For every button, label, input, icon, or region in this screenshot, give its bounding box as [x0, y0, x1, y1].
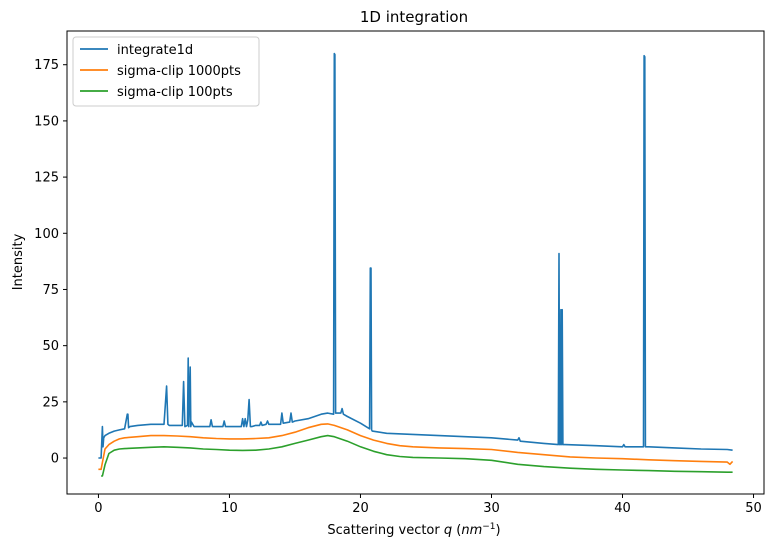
y-axis-label: Intensity — [11, 233, 26, 290]
legend-label-1: integrate1d — [117, 43, 193, 58]
y-tick-label: 125 — [34, 171, 59, 186]
x-axis-ticks: 0 10 20 30 40 50 — [94, 494, 762, 516]
y-tick-label: 175 — [34, 58, 59, 73]
x-tick-label: 20 — [352, 501, 369, 516]
x-tick-label: 30 — [483, 501, 500, 516]
x-tick-label: 40 — [614, 501, 631, 516]
y-tick-label: 150 — [34, 114, 59, 129]
legend-label-2: sigma-clip 1000pts — [117, 64, 241, 79]
x-axis-label: Scattering vector q (nm−1) — [327, 522, 500, 538]
series-line-3 — [101, 434, 733, 477]
y-tick-label: 25 — [42, 395, 59, 410]
y-tick-label: 50 — [42, 339, 59, 354]
series-line-2 — [98, 423, 734, 471]
x-tick-label: 0 — [94, 501, 102, 516]
legend-label-3: sigma-clip 100pts — [117, 85, 233, 100]
plot-frame — [66, 30, 765, 495]
x-tick-label: 50 — [745, 501, 762, 516]
y-tick-label: 75 — [42, 283, 59, 298]
x-tick-label: 10 — [221, 501, 238, 516]
y-tick-label: 0 — [51, 452, 59, 467]
y-axis-ticks: 0 25 50 75 100 125 150 175 — [34, 58, 67, 467]
legend: integrate1d sigma-clip 1000pts sigma-clip … — [72, 36, 260, 107]
chart-title: 1D integration — [360, 8, 468, 26]
legend-box — [72, 36, 260, 107]
series-line-1 — [98, 52, 733, 459]
series-layer — [98, 52, 734, 477]
y-tick-label: 100 — [34, 227, 59, 242]
